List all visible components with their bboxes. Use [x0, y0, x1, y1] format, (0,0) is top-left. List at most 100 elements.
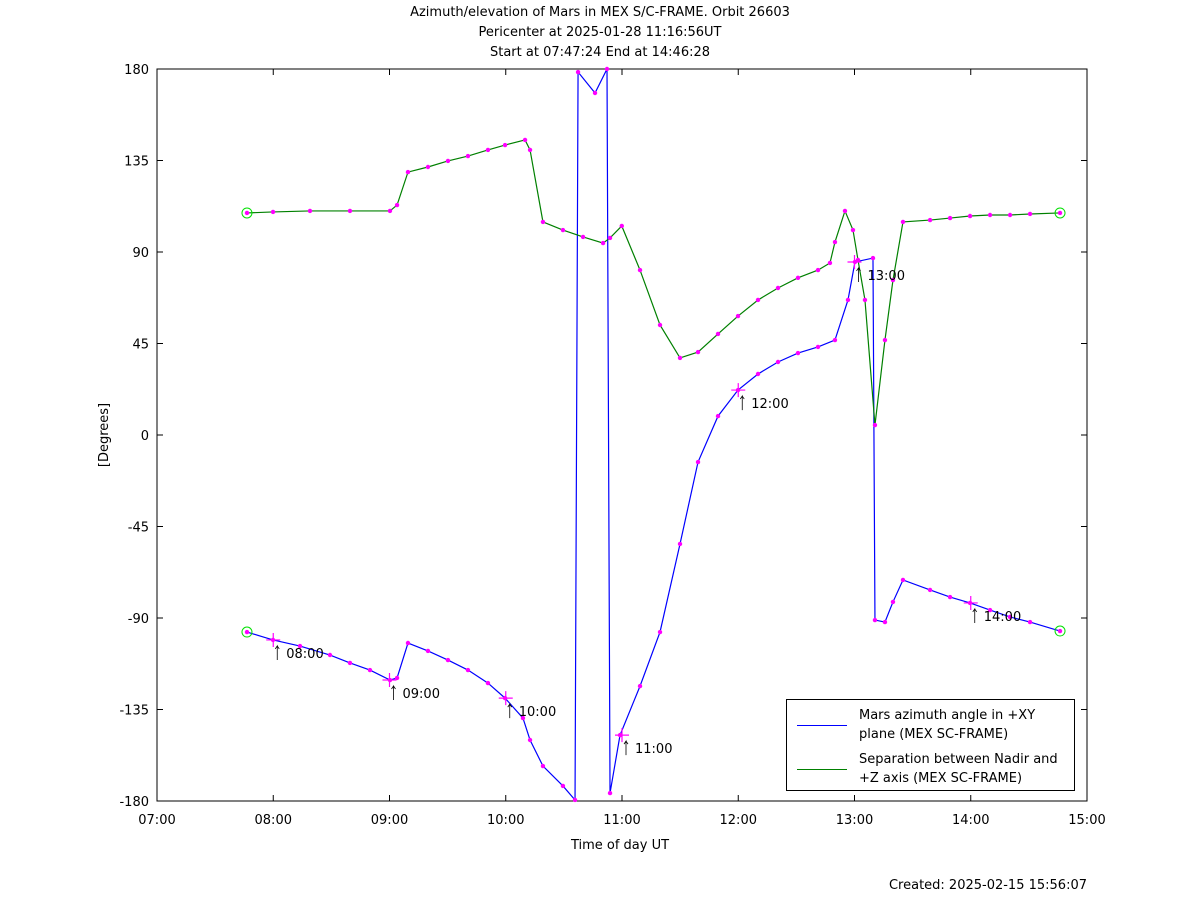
- data-point: [832, 239, 838, 245]
- hour-marker: [382, 673, 397, 688]
- y-tick-label: -90: [128, 612, 149, 627]
- data-point: [307, 208, 313, 214]
- data-point: [1007, 614, 1013, 620]
- y-tick-label: 180: [124, 63, 149, 78]
- data-point: [540, 219, 546, 225]
- data-point: [445, 657, 451, 663]
- x-tick-label: 11:00: [603, 813, 640, 828]
- data-point: [755, 297, 761, 303]
- data-point: [755, 371, 761, 377]
- legend: Mars azimuth angle in +XY plane (MEX SC-…: [786, 699, 1075, 791]
- data-point: [1057, 210, 1063, 216]
- data-point: [1027, 619, 1033, 625]
- data-point: [347, 208, 353, 214]
- data-point: [465, 667, 471, 673]
- chart-subtitle: Pericenter at 2025-01-28 11:16:56UT: [478, 25, 721, 40]
- data-point: [795, 275, 801, 281]
- data-point: [560, 783, 566, 789]
- legend-item: Separation between Nadir and +Z axis (ME…: [797, 750, 1067, 788]
- x-tick-label: 09:00: [371, 813, 408, 828]
- data-point: [394, 202, 400, 208]
- data-point: [520, 715, 526, 721]
- data-point: [872, 617, 878, 623]
- data-point: [845, 297, 851, 303]
- hour-arrow: [391, 684, 396, 701]
- data-point: [270, 209, 276, 215]
- data-point: [1027, 211, 1033, 217]
- data-point: [695, 349, 701, 355]
- x-tick-label: 15:00: [1068, 813, 1105, 828]
- hour-arrow: [739, 394, 745, 411]
- series-line: [246, 69, 1061, 801]
- endpoint-marker: [1054, 625, 1066, 637]
- y-tick-label: 0: [141, 429, 149, 444]
- data-point: [715, 331, 721, 337]
- legend-item: Mars azimuth angle in +XY plane (MEX SC-…: [797, 706, 1067, 744]
- hour-marker: [731, 383, 746, 398]
- data-point: [855, 257, 861, 263]
- data-point: [502, 142, 508, 148]
- series-line: [246, 139, 1061, 426]
- data-point: [425, 648, 431, 654]
- data-point: [405, 169, 411, 175]
- data-point: [947, 215, 953, 221]
- data-point: [522, 137, 528, 143]
- chart-title: Azimuth/elevation of Mars in MEX S/C-FRA…: [410, 5, 790, 20]
- data-point: [677, 355, 683, 361]
- data-point: [485, 147, 491, 153]
- y-tick-label: -180: [119, 795, 149, 810]
- data-point: [244, 210, 250, 216]
- data-point: [607, 790, 613, 796]
- data-point: [637, 267, 643, 273]
- data-point: [890, 599, 896, 605]
- data-point: [327, 652, 333, 658]
- legend-label: Separation between Nadir and +Z axis (ME…: [859, 752, 1058, 786]
- y-tick-label: -45: [128, 521, 149, 536]
- data-point: [735, 313, 741, 319]
- data-point: [900, 219, 906, 225]
- x-tick-label: 12:00: [720, 813, 757, 828]
- data-point: [387, 208, 393, 214]
- data-point: [677, 541, 683, 547]
- hour-arrow: [972, 607, 978, 623]
- data-point: [947, 594, 953, 600]
- x-axis-label: Time of day UT: [570, 838, 669, 853]
- x-tick-label: 10:00: [487, 813, 524, 828]
- data-point: [1007, 212, 1013, 218]
- data-point: [987, 212, 993, 218]
- y-tick-label: 135: [124, 155, 149, 170]
- data-point: [842, 208, 848, 214]
- data-point: [405, 640, 411, 646]
- data-point: [367, 667, 373, 673]
- data-point: [862, 297, 868, 303]
- legend-swatch: [797, 724, 847, 726]
- data-point: [394, 675, 400, 681]
- data-point: [815, 267, 821, 273]
- data-point: [604, 66, 610, 72]
- y-axis-label: [Degrees]: [97, 403, 112, 467]
- hour-arrow: [623, 739, 629, 756]
- data-point: [527, 737, 533, 743]
- y-tick-label: 45: [132, 338, 149, 353]
- data-point: [527, 147, 533, 153]
- data-point: [540, 763, 546, 769]
- footer: Created: 2025-02-15 15:56:07: [889, 878, 1087, 893]
- data-point: [987, 607, 993, 613]
- data-point: [695, 459, 701, 465]
- data-point: [465, 153, 471, 159]
- hour-arrow: [507, 702, 513, 719]
- legend-label: Mars azimuth angle in +XY plane (MEX SC-…: [859, 708, 1036, 742]
- data-point: [592, 90, 598, 96]
- data-point: [827, 260, 833, 266]
- data-point: [872, 422, 878, 428]
- x-tick-label: 14:00: [952, 813, 989, 828]
- endpoint-marker: [241, 626, 253, 638]
- x-tick-label: 08:00: [255, 813, 292, 828]
- data-point: [580, 234, 586, 240]
- hour-arrow: [274, 644, 280, 660]
- y-tick-label: 90: [132, 246, 149, 261]
- annotation: 13:00: [868, 269, 905, 284]
- data-point: [870, 255, 876, 261]
